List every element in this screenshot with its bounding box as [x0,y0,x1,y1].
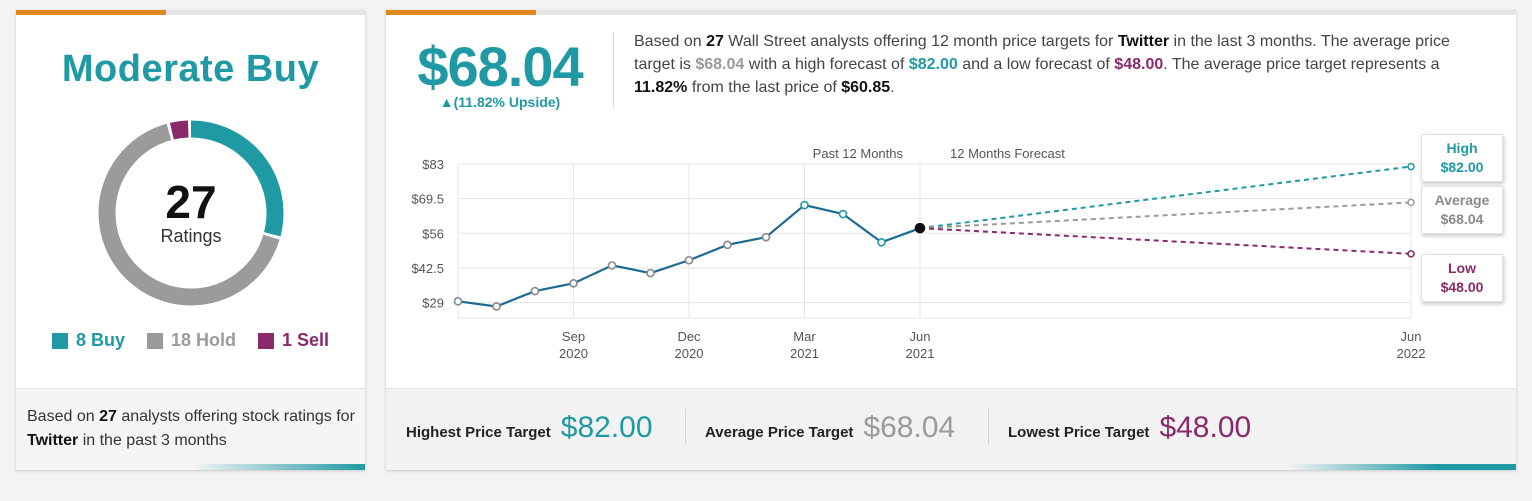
legend-hold: 18 Hold [146,330,236,351]
price-point [453,297,463,306]
price-point [838,209,848,219]
plot-frame [457,163,1412,319]
x-tick-label: 2020 [675,346,704,361]
consensus-rating: Moderate Buy [61,48,320,90]
ratings-count-label: Ratings [160,226,222,246]
highest-target-value: $82.00 [560,411,653,444]
price-point [723,240,732,250]
footnote-text: analysts offering stock ratings for [121,408,355,425]
average-target-value: $68.04 [863,411,956,444]
price-point [646,268,655,278]
average-target: Average Price Target $68.04 [705,411,955,445]
forecast-point-average [1407,198,1415,207]
price-point [877,237,886,247]
highest-target: Highest Price Target $82.00 [406,411,653,445]
x-tick-label: Sep [562,329,585,344]
forecast-high-value: $82.00 [1440,159,1484,175]
footnote-text: Based on [27,408,95,425]
forecast-line-low [919,227,1412,255]
lowest-target: Lowest Price Target $48.00 [1008,411,1251,445]
legend-swatch-hold [146,332,163,349]
lowest-target-value: $48.00 [1159,411,1252,444]
footnote-text: in the past 3 months [78,432,227,449]
x-tick-label: Jun [910,329,931,344]
x-tick-label: 2021 [790,346,819,361]
price-point [569,279,578,288]
legend-sell: 1 Sell [258,330,329,351]
forecast-point-high [1407,162,1415,171]
x-tick-label: Dec [677,329,701,344]
highest-target-label: Highest Price Target [406,424,551,441]
forecast-line-high [919,165,1412,230]
legend-swatch-sell [258,332,274,349]
forecast-low-value: $48.00 [1440,279,1484,295]
section-label-past: Past 12 Months [813,146,904,161]
forecast-label-high: High $82.00 [1421,134,1503,182]
card-bottom-bar [16,464,365,470]
card-top-bar [16,10,365,15]
current-price-point [914,222,926,234]
section-label-forecast: 12 Months Forecast [950,146,1065,161]
y-tick-label: $83 [422,157,444,172]
average-target-label: Average Price Target [705,424,854,441]
legend-label-hold: 18 Hold [170,330,236,350]
price-target-chart: $29 $42.5 $56 $69.5 $83 Sep 2020 Dec 2020 Mar 202… [411,146,1426,361]
y-tick-label: $29 [422,296,444,311]
price-point [800,200,809,210]
x-tick-label: Jun [1401,329,1422,344]
y-tick-label: $56 [422,226,444,241]
forecast-label-low: Low $48.00 [1421,254,1503,302]
price-point [684,255,694,265]
price-target-summary: Based on 27 Wall Street analysts offerin… [634,33,1450,96]
analyst-ratings-card: Moderate Buy 27 Ratings 8 Buy 18 Hold 1 … [16,10,365,470]
divider [613,32,614,108]
footnote-company: Twitter [27,432,79,449]
forecast-low-name: Low [1448,260,1476,276]
forecast-point-low [1407,250,1415,258]
price-point [761,232,771,242]
price-point [607,261,617,270]
forecast-average-value: $68.04 [1440,211,1484,227]
ratings-legend: 8 Buy 18 Hold 1 Sell [16,330,365,351]
ratings-count: 27 [165,176,217,228]
x-tick-label: 2021 [906,346,935,361]
donut-center: 27 Ratings [98,178,284,247]
forecast-line-average [919,201,1412,230]
price-target-footer: Highest Price Target $82.00 Average Pric… [386,388,1516,470]
ratings-footnote: Based on 27 analysts offering stock rati… [16,388,365,470]
legend-label-sell: 1 Sell [282,330,330,350]
x-tick-label: 2022 [1397,346,1426,361]
card-bottom-bar [386,464,1516,470]
price-point [530,286,540,296]
y-tick-label: $69.5 [411,192,444,207]
price-point [492,302,501,311]
donut-segment-buy [98,120,284,306]
upside-percent: ▲(11.82% Upside) [439,94,561,110]
card-top-bar [386,10,1516,15]
average-price-target: $68.04 [417,35,583,98]
legend-buy: 8 Buy [51,330,125,351]
divider [685,409,686,445]
x-tick-label: 2020 [559,346,588,361]
footnote-count: 27 [99,408,117,425]
lowest-target-label: Lowest Price Target [1008,424,1150,441]
donut-segment-hold [98,120,284,306]
divider [988,409,989,445]
legend-swatch-buy [51,332,68,349]
price-target-card: $68.04 ▲(11.82% Upside) Based on 27 Wall… [386,10,1516,470]
legend-label-buy: 8 Buy [75,330,125,350]
y-tick-label: $42.5 [411,261,444,276]
forecast-high-name: High [1446,140,1478,156]
x-tick-label: Mar [793,329,816,344]
forecast-label-average: Average $68.04 [1421,186,1503,234]
forecast-average-name: Average [1434,192,1490,208]
ratings-donut [98,120,284,306]
